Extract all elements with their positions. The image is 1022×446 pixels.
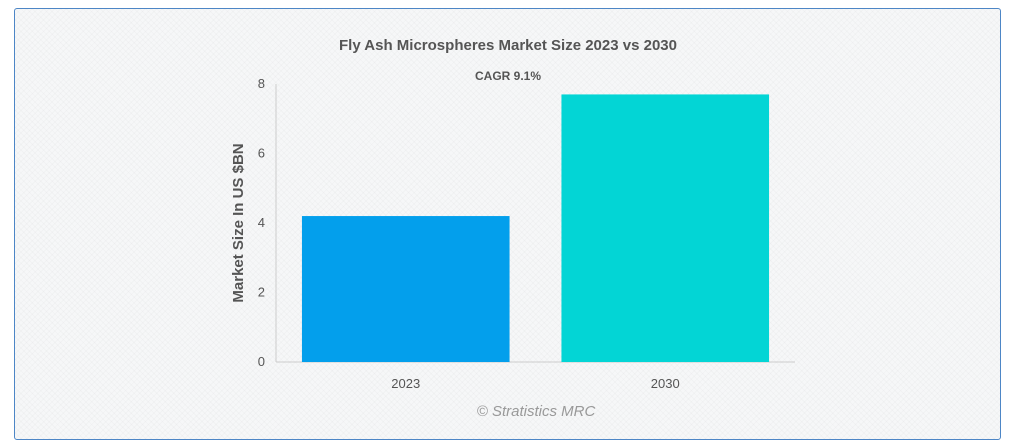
chart-title: Fly Ash Microspheres Market Size 2023 vs… xyxy=(339,37,677,54)
chart-subtitle: CAGR 9.1% xyxy=(475,69,541,83)
y-axis-label: Market Size In US $BN xyxy=(230,143,247,302)
x-tick-label: 2023 xyxy=(391,376,420,391)
y-tick-label: 0 xyxy=(258,354,265,369)
y-tick-label: 8 xyxy=(258,76,265,91)
y-tick-label: 6 xyxy=(258,146,265,161)
y-tick-label: 4 xyxy=(258,215,265,230)
x-tick-label: 2030 xyxy=(651,376,680,391)
source-credit: © Stratistics MRC xyxy=(477,403,596,420)
bar-2023[interactable] xyxy=(301,216,510,362)
bar-2030[interactable] xyxy=(561,94,770,363)
y-tick-label: 2 xyxy=(258,285,265,300)
